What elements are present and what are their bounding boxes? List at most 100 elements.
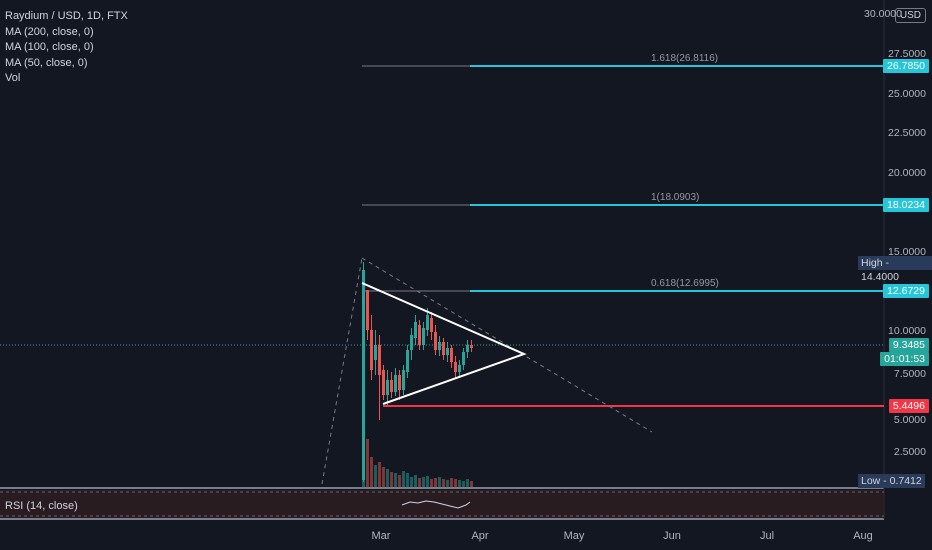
high-tag: High - 14.4000	[858, 256, 932, 283]
high-label: High	[861, 257, 883, 269]
x-axis-label: Jul	[759, 530, 775, 542]
y-axis-label: 10.0000	[888, 325, 926, 337]
candle-body	[394, 375, 397, 392]
y-axis-label: 7.5000	[893, 368, 926, 380]
y-axis-label: 27.5000	[888, 48, 926, 60]
high-value: 14.4000	[861, 271, 899, 283]
candle-body	[382, 370, 385, 395]
candle-body	[454, 362, 457, 372]
volume-bar	[366, 439, 369, 487]
volume-bar	[410, 477, 413, 487]
volume-bar	[466, 479, 469, 487]
low-value: 0.7412	[889, 475, 922, 487]
volume-bar	[386, 469, 389, 487]
x-axis-label: Jun	[663, 530, 681, 542]
fib-1618-label: 1.618(26.8116)	[651, 53, 719, 64]
volume-bar	[450, 478, 453, 487]
y-axis-label: 22.5000	[888, 127, 926, 139]
candle-body	[426, 315, 429, 330]
candle-body	[438, 342, 441, 350]
candle-body	[462, 352, 465, 365]
volume-bar	[370, 457, 373, 487]
volume-bar	[462, 481, 465, 487]
ma200-label[interactable]: MA (200, close, 0)	[5, 25, 94, 38]
candle-body	[410, 335, 413, 350]
candlesticks	[362, 262, 473, 482]
candle-body	[378, 345, 381, 375]
y-axis-label: 20.0000	[888, 167, 926, 179]
volume-bar	[426, 476, 429, 487]
volume-bars	[362, 427, 473, 487]
ma50-label[interactable]: MA (50, close, 0)	[5, 56, 88, 69]
symbol-title[interactable]: Raydium / USD, 1D, FTX	[5, 10, 128, 22]
fib-0618-label: 0.618(12.6995)	[651, 278, 719, 289]
candle-body	[430, 318, 433, 332]
candle-body	[414, 322, 417, 338]
candle-body	[366, 290, 369, 330]
volume-bar	[390, 472, 393, 487]
volume-bar	[430, 479, 433, 487]
rsi-line	[401, 500, 471, 509]
volume-bar	[442, 479, 445, 487]
candle-body	[418, 325, 421, 345]
candle-body	[362, 270, 365, 480]
countdown-tag: 01:01:53	[880, 352, 929, 366]
volume-bar	[406, 473, 409, 487]
y-axis-label: 5.0000	[893, 414, 926, 426]
candle-body	[450, 348, 453, 362]
x-axis-label: Aug	[853, 530, 873, 542]
volume-bar	[362, 427, 365, 487]
fib-1-label: 1(18.0903)	[651, 192, 700, 203]
candle-body	[458, 365, 461, 372]
ma100-label[interactable]: MA (100, close, 0)	[5, 41, 94, 54]
candle-body	[398, 375, 401, 390]
y-axis-label: 30.0000	[864, 8, 902, 20]
rsi-label[interactable]: RSI (14, close)	[5, 500, 78, 512]
candle-body	[406, 350, 409, 372]
support-price-tag: 5.4496	[888, 399, 929, 413]
volume-bar	[414, 475, 417, 487]
volume-bar	[422, 477, 425, 487]
volume-bar	[446, 480, 449, 487]
candle-body	[466, 345, 469, 352]
candle-body	[374, 345, 377, 360]
candle-body	[386, 380, 389, 395]
y-axis-label: 25.0000	[888, 88, 926, 100]
volume-bar	[418, 478, 421, 487]
currency-button[interactable]: USD	[894, 8, 926, 23]
candle-body	[422, 328, 425, 345]
candle-body	[390, 380, 393, 392]
low-tag: Low - 0.7412	[858, 474, 925, 488]
fib-1618-price-tag: 26.7850	[883, 59, 929, 73]
candle-body	[470, 345, 473, 348]
volume-bar	[454, 479, 457, 487]
volume-bar	[394, 473, 397, 487]
y-axis-label: 15.0000	[888, 246, 926, 258]
triangle-pattern[interactable]	[361, 282, 527, 405]
candle-body	[446, 348, 449, 355]
candle-body	[434, 332, 437, 350]
volume-bar	[458, 480, 461, 487]
volume-bar	[434, 478, 437, 487]
x-axis-label: May	[563, 530, 585, 542]
volume-bar	[438, 477, 441, 487]
candle-body	[370, 330, 373, 370]
y-axis-label: 2.5000	[893, 446, 926, 458]
candle-body	[442, 342, 445, 355]
fib-1-price-tag: 18.0234	[883, 198, 929, 212]
volume-bar	[402, 471, 405, 487]
volume-bar	[374, 465, 377, 487]
dashed-trend-right[interactable]	[361, 257, 653, 433]
chart-legend: Raydium / USD, 1D, FTX MA (200, close, 0…	[5, 9, 128, 87]
candle-body	[402, 370, 405, 390]
volume-bar	[398, 475, 401, 487]
last-price-tag: 9.3485	[888, 338, 929, 352]
volume-label[interactable]: Vol	[5, 72, 21, 85]
x-axis-label: Mar	[371, 530, 391, 542]
x-axis-label: Apr	[471, 530, 489, 542]
fib-0618-price-tag: 12.6729	[883, 284, 929, 298]
volume-bar	[382, 467, 385, 487]
volume-bar	[470, 481, 473, 487]
dashed-trend-left[interactable]	[321, 257, 363, 485]
